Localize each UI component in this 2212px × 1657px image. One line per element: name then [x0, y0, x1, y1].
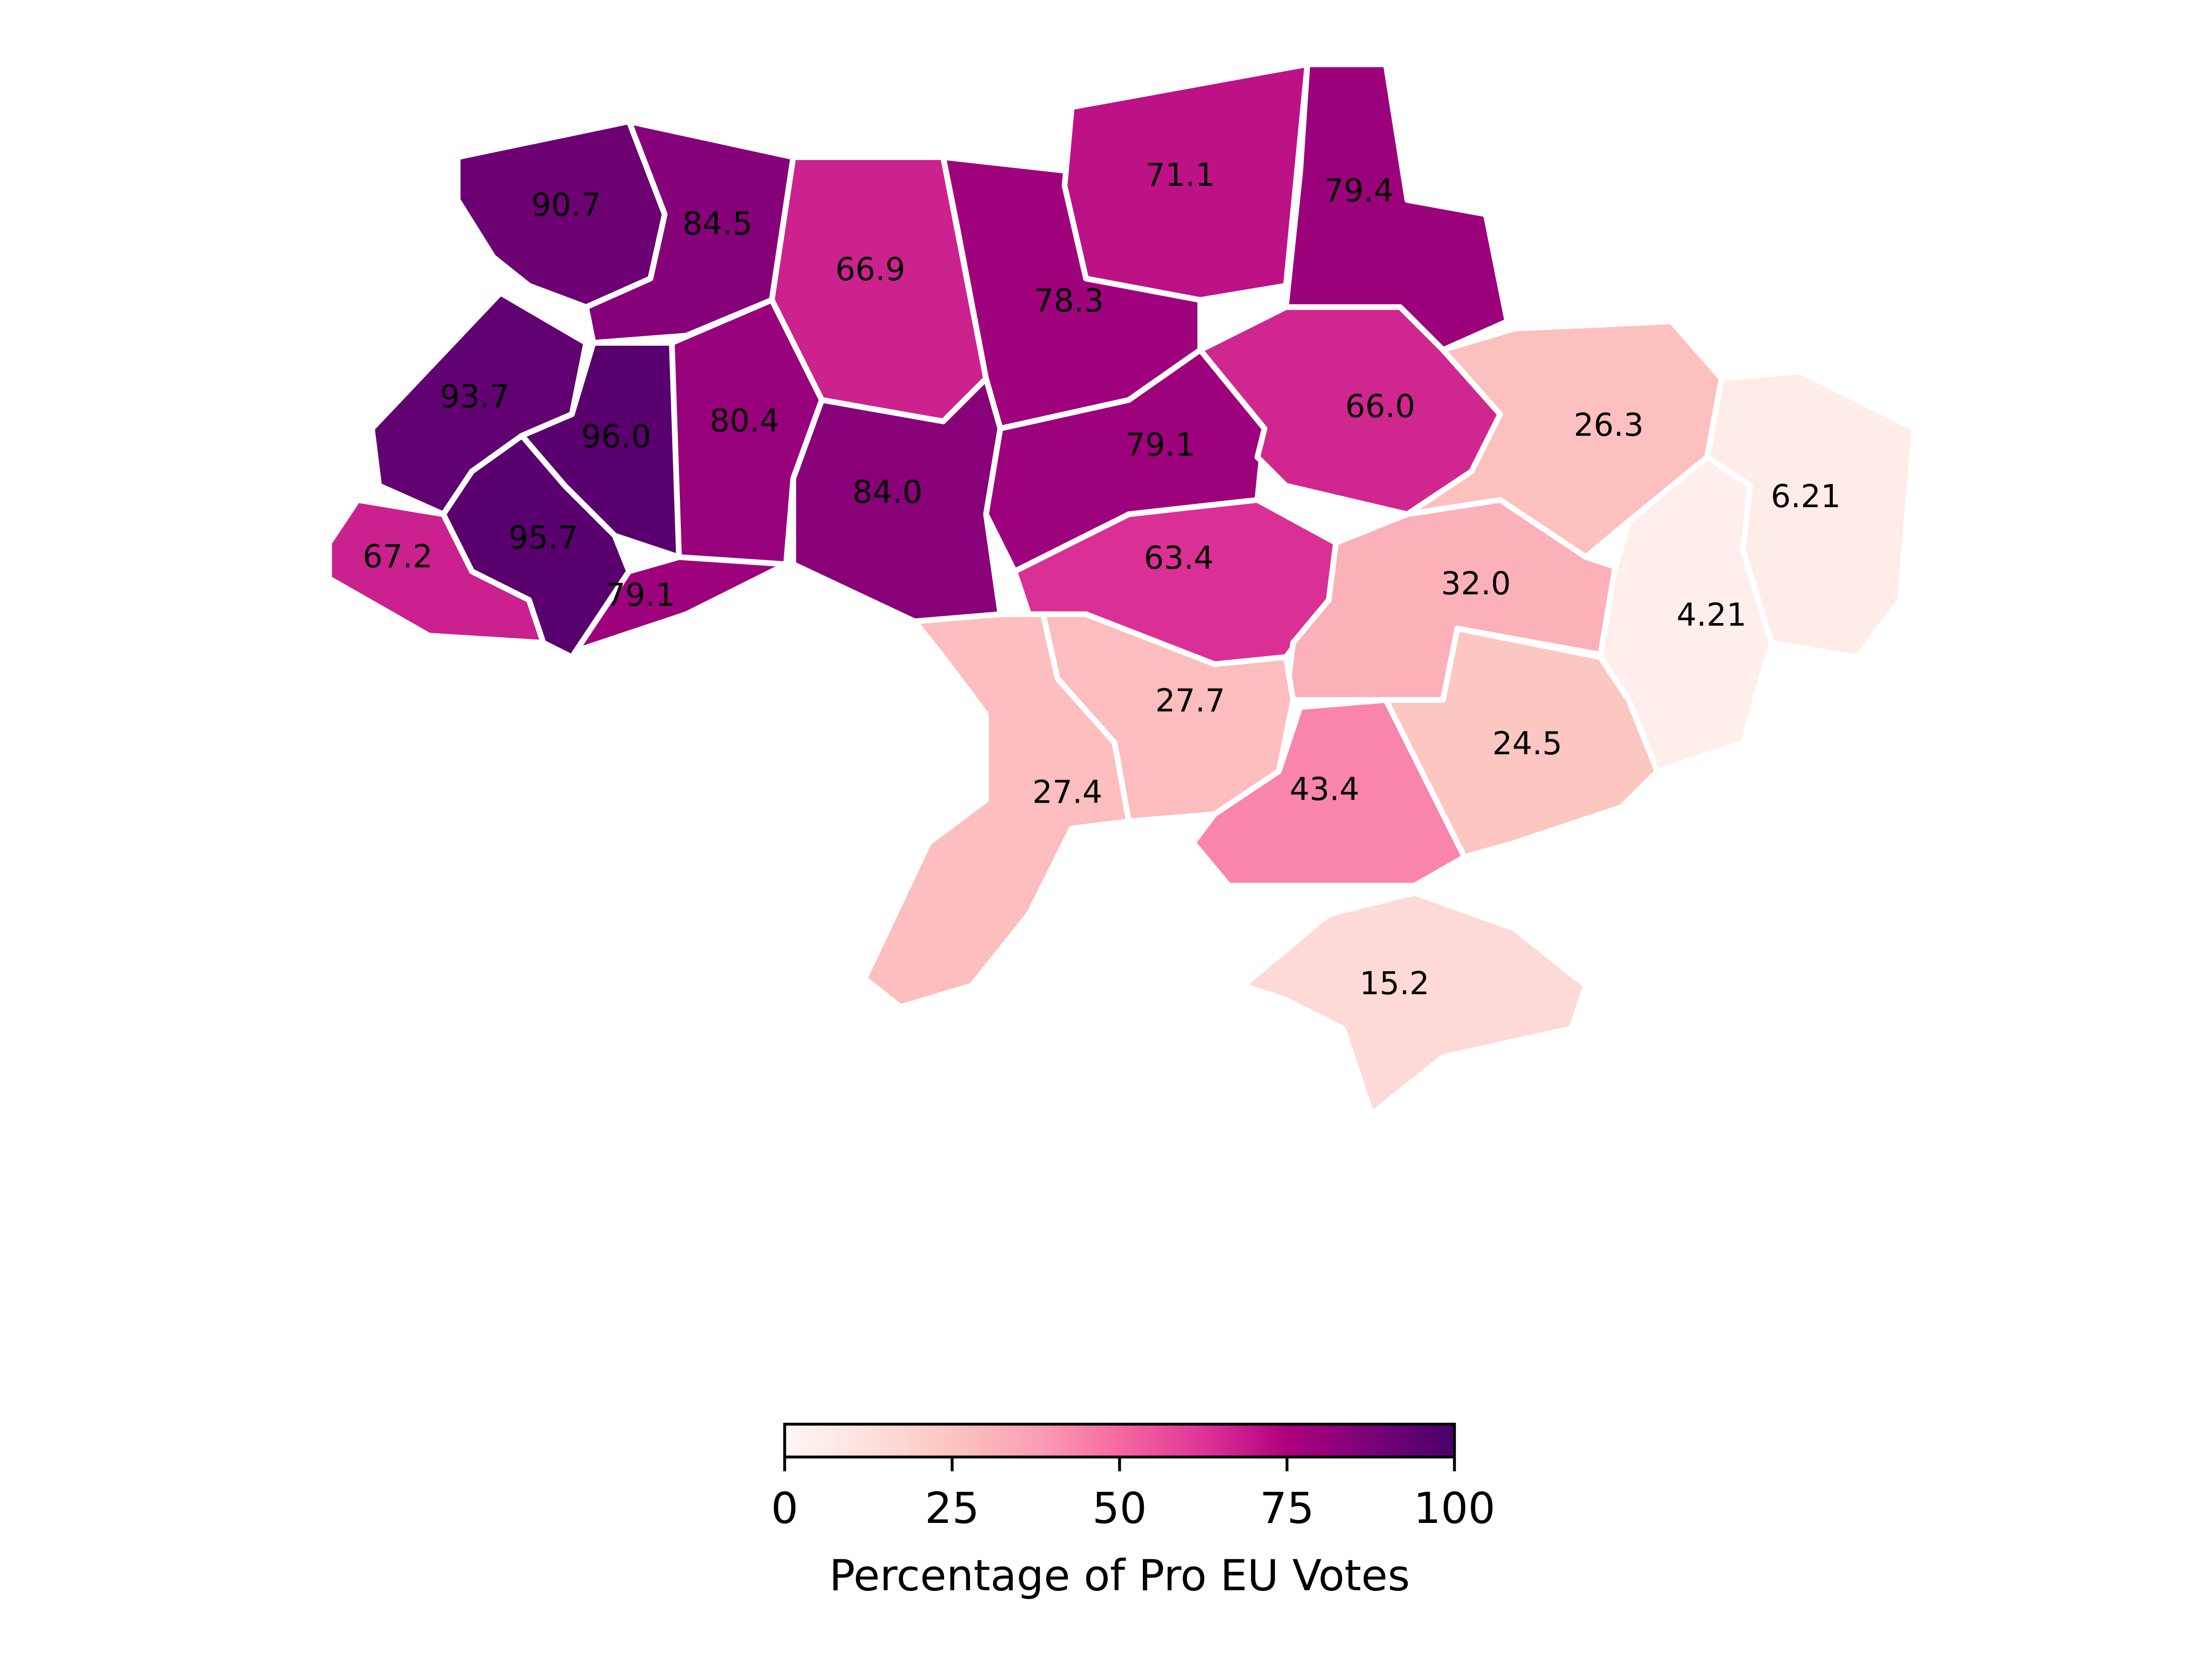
colorbar-tick-label: 25 — [925, 1484, 980, 1533]
value-label: 67.2 — [363, 538, 433, 575]
region — [790, 375, 1004, 624]
region — [1283, 61, 1511, 353]
region — [1383, 625, 1660, 860]
colorbar-tick-label: 50 — [1092, 1484, 1147, 1533]
value-label: 27.7 — [1155, 683, 1225, 719]
value-label: 79.4 — [1324, 173, 1394, 209]
value-labels: 90.7 84.5 66.9 78.3 71.1 79.4 93.7 96.0 80.4 84.0… — [363, 157, 1841, 1002]
value-label: 84.5 — [683, 205, 753, 242]
colorbar-label: Percentage of Pro EU Votes — [829, 1551, 1410, 1600]
value-label: 71.1 — [1145, 157, 1215, 193]
region — [1404, 318, 1725, 560]
value-label: 95.7 — [508, 520, 578, 556]
value-label: 66.9 — [835, 251, 905, 288]
value-label: 32.0 — [1441, 566, 1511, 602]
value-label: 26.3 — [1574, 407, 1644, 443]
value-label: 96.0 — [581, 419, 651, 455]
value-label: 93.7 — [440, 378, 510, 415]
value-label: 79.1 — [1125, 427, 1195, 464]
value-label: 43.4 — [1289, 772, 1359, 808]
region — [569, 554, 789, 660]
value-label: 79.1 — [606, 577, 676, 613]
regions — [326, 61, 1918, 1117]
colorbar-gradient — [783, 1422, 1456, 1459]
value-label: 78.3 — [1034, 283, 1104, 319]
value-label: 90.7 — [531, 187, 601, 224]
value-label: 80.4 — [710, 403, 779, 439]
colorbar-tick-label: 75 — [1260, 1484, 1314, 1533]
value-label: 24.5 — [1492, 726, 1562, 762]
region — [1597, 454, 1774, 774]
region — [861, 611, 1132, 1010]
value-label: 4.21 — [1677, 597, 1747, 634]
region — [1240, 890, 1589, 1117]
colorbar-tick-label: 0 — [771, 1484, 798, 1533]
value-label: 6.21 — [1771, 478, 1841, 515]
colorbar-tick-label: 100 — [1413, 1484, 1495, 1533]
value-label: 84.0 — [853, 474, 923, 511]
value-label: 66.0 — [1345, 388, 1415, 425]
value-label: 15.2 — [1359, 965, 1429, 1002]
value-label: 27.4 — [1032, 774, 1102, 810]
value-label: 63.4 — [1144, 540, 1214, 576]
colorbar: Percentage of Pro EU Votes 0 25 50 75 100 — [771, 1422, 1495, 1600]
